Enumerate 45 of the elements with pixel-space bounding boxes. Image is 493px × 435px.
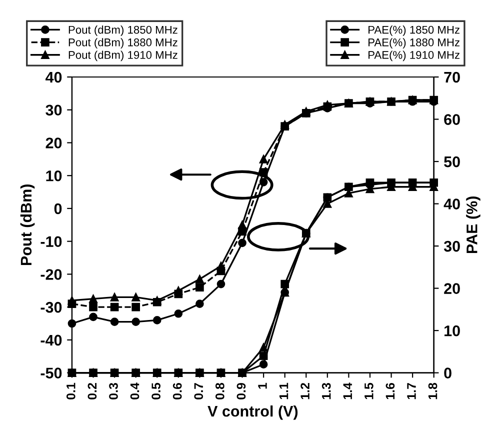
x-tick-label: 1.2 (300, 383, 310, 400)
y2-tick-label: 50 (444, 156, 460, 168)
y2-tick-label: 70 (444, 72, 460, 83)
y-tick-label: -40 (40, 334, 62, 346)
y-tick-label: 40 (45, 72, 62, 83)
x-tick-label: 0.2 (88, 383, 97, 400)
legend-label: PAE(%) 1880 MHz (368, 38, 460, 48)
y2-tick-label: 30 (444, 240, 460, 252)
legend-label: Pout (dBm) 1910 MHz (68, 50, 178, 62)
x-tick-label: 1.6 (386, 382, 395, 400)
y-tick-label: -50 (40, 368, 62, 378)
legend-label: PAE(%) 1910 MHz (368, 50, 460, 62)
x-tick-label: 1.1 (279, 382, 288, 400)
x-tick-label: 1.3 (322, 382, 331, 400)
y-tick-label: 30 (46, 104, 62, 116)
x-tick-label: 1.7 (407, 383, 416, 400)
y2-tick-label: 0 (444, 368, 452, 378)
legend-label: PAE(%) 1850 MHz (368, 26, 460, 36)
y2-tick-label: 60 (444, 114, 460, 125)
y-tick-label: 0 (54, 203, 62, 214)
x-tick-label: 0.3 (109, 382, 118, 400)
y-tick-label: 10 (46, 170, 62, 182)
y2-tick-label: 40 (444, 198, 460, 210)
x-tick-label: 0.8 (215, 382, 224, 400)
y-tick-label: -10 (40, 236, 62, 248)
y2-tick-label: 20 (444, 283, 460, 294)
x-tick-label: 0.5 (152, 382, 160, 400)
x-tick-label: 1.4 (343, 382, 352, 400)
x-tick-label: 1.5 (364, 382, 374, 400)
legend-label: Pout (dBm) 1850 MHz (68, 26, 178, 36)
legend-label: Pout (dBm) 1880 MHz (68, 38, 178, 48)
y-axis-title: Pout (dBm) (20, 184, 35, 266)
y2-axis-title: PAE (%) (466, 196, 480, 254)
x-tick-label: 0.4 (130, 382, 140, 400)
x-tick-label: 1.8 (428, 382, 438, 400)
y-tick-label: -30 (40, 302, 62, 313)
x-axis-title: V control (V) (208, 405, 298, 420)
x-tick-label: 0.7 (194, 383, 204, 400)
x-tick-label: 0.1 (66, 382, 76, 400)
x-tick-label: 1 (258, 382, 267, 389)
y2-tick-label: 10 (444, 325, 460, 336)
y-tick-label: 20 (46, 138, 62, 148)
y-tick-label: -20 (40, 269, 62, 280)
x-tick-label: 0.6 (172, 382, 182, 400)
x-tick-label: 0.9 (236, 382, 246, 400)
